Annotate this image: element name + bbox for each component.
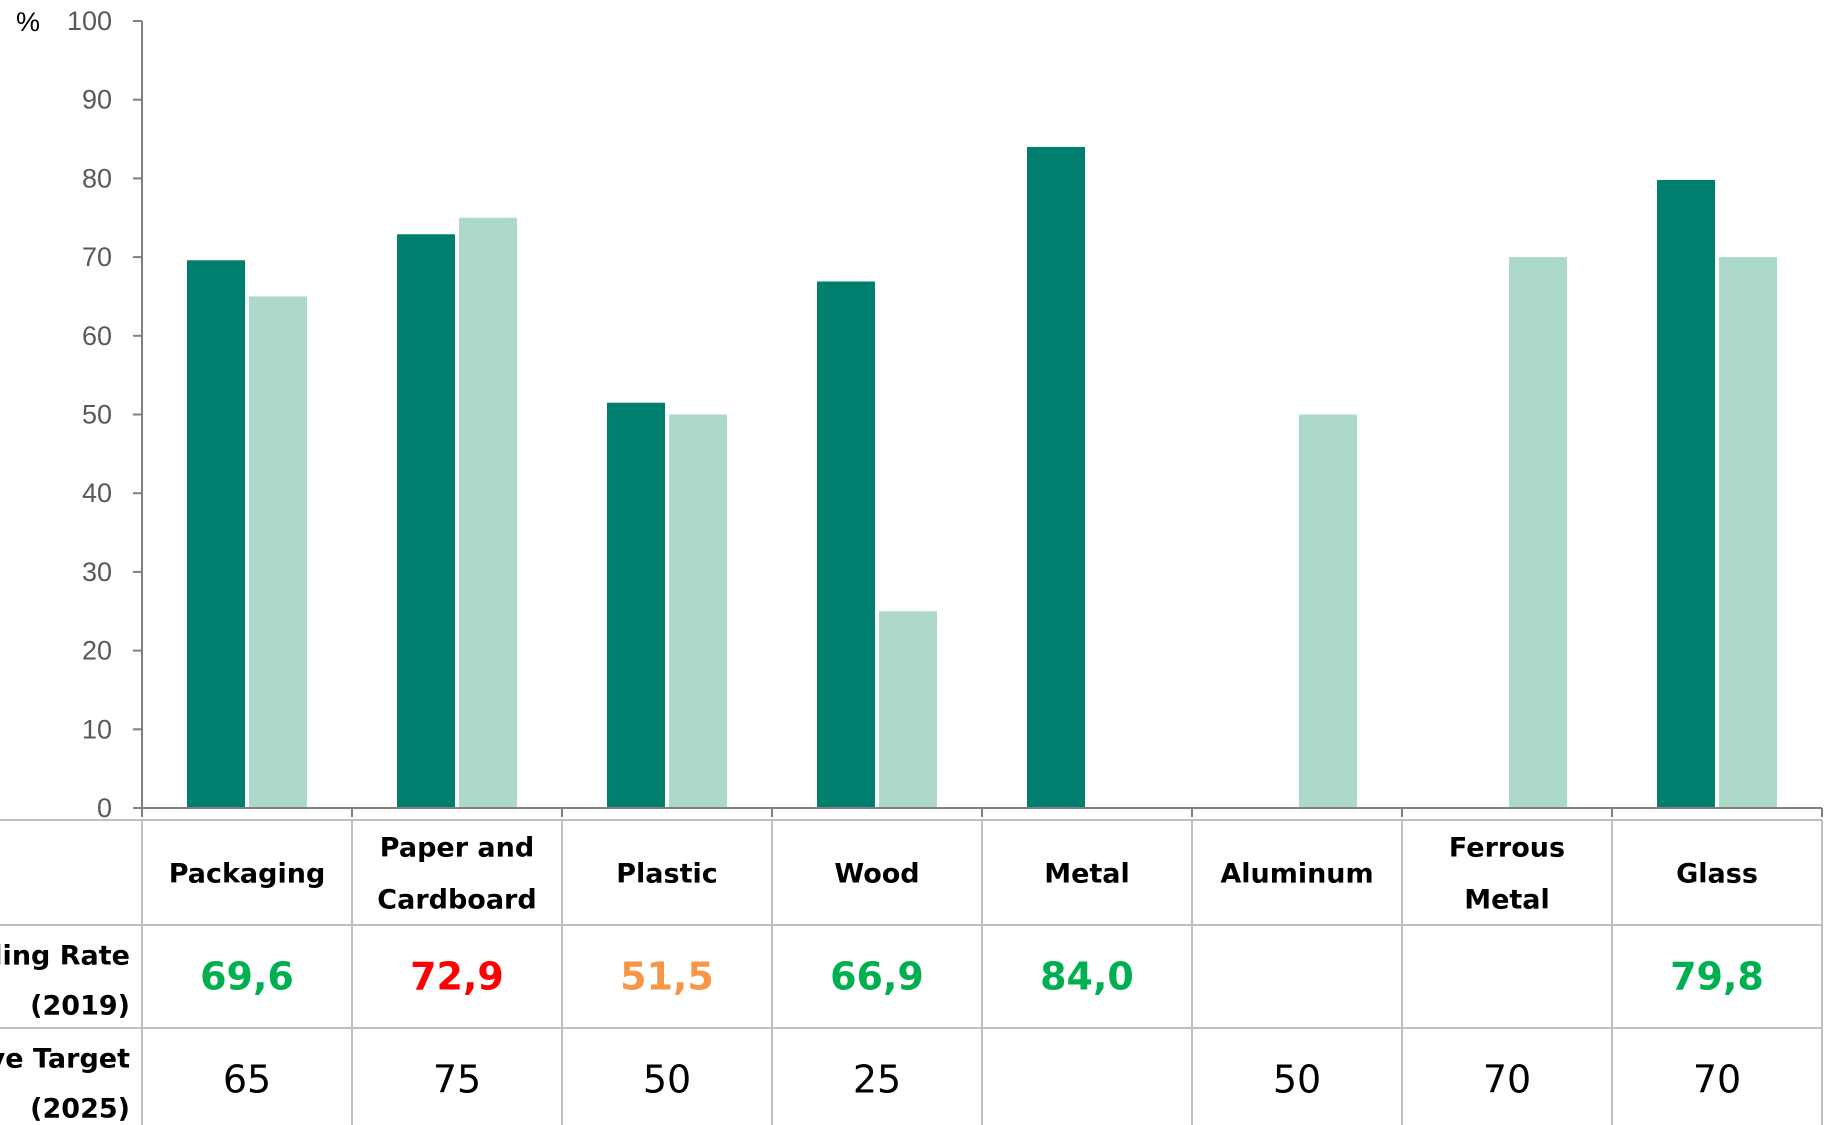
directive-target-value: 65 <box>223 1058 271 1102</box>
category-label: Plastic <box>616 859 718 890</box>
directive-target-value: 25 <box>853 1058 901 1102</box>
bar-directive-target <box>459 217 517 808</box>
y-tick-label: 70 <box>82 242 112 272</box>
y-tick-label: 50 <box>82 400 112 430</box>
y-tick-label: 60 <box>82 321 112 351</box>
category-label: Glass <box>1676 859 1758 890</box>
y-tick-label: 80 <box>82 163 112 193</box>
y-tick-label: 10 <box>82 714 112 744</box>
row-label-recycling-rate: Recycling Rate(2019) <box>0 941 130 1022</box>
recycling-rate-value: 51,5 <box>620 955 714 999</box>
y-tick-label: 100 <box>67 6 112 36</box>
directive-target-value: 70 <box>1693 1058 1741 1102</box>
category-label: Aluminum <box>1220 859 1373 890</box>
bar-recycling-rate <box>1027 146 1085 809</box>
directive-target-value: 50 <box>643 1058 691 1102</box>
bar-directive-target <box>1719 257 1777 809</box>
y-tick-label: 40 <box>82 478 112 508</box>
bar-recycling-rate <box>607 402 665 808</box>
y-tick-label: 30 <box>82 557 112 587</box>
row-label-directive-target: EU Directive Target(2025) <box>0 1044 130 1125</box>
category-label: Packaging <box>169 859 326 890</box>
recycling-rate-value: 66,9 <box>830 955 924 999</box>
directive-target-value: 70 <box>1483 1058 1531 1102</box>
recycling-rate-value: 69,6 <box>200 955 294 999</box>
y-axis: 0 10 20 30 40 50 60 70 80 90 100% <box>16 6 1823 823</box>
y-unit-label: % <box>16 7 40 37</box>
data-table: Packaging Paper and Cardboard Plastic Wood Me… <box>0 819 1823 1125</box>
bar-recycling-rate <box>397 234 455 809</box>
bar-directive-target <box>669 414 727 808</box>
bar-recycling-rate <box>817 281 875 808</box>
category-label: Metal <box>1044 859 1130 890</box>
recycling-rate-value: 84,0 <box>1040 955 1134 999</box>
bar-directive-target <box>879 611 937 808</box>
y-tick-label: 20 <box>82 636 112 666</box>
category-label: Wood <box>834 859 919 890</box>
bar-directive-target <box>1299 414 1357 808</box>
bar-directive-target <box>1509 257 1567 809</box>
bar-recycling-rate <box>187 260 245 808</box>
recycling-rate-value: 72,9 <box>410 955 504 999</box>
y-tick-label: 90 <box>82 85 112 115</box>
directive-target-value: 50 <box>1273 1058 1321 1102</box>
category-label: Ferrous Metal <box>1449 833 1565 916</box>
y-tick-label: 0 <box>97 793 112 823</box>
category-label: Paper and Cardboard <box>377 833 536 916</box>
bars-layer <box>187 146 1777 809</box>
directive-target-value: 75 <box>433 1058 481 1102</box>
recycling-rate-value: 79,8 <box>1670 955 1764 999</box>
bar-directive-target <box>249 296 307 808</box>
bar-recycling-rate <box>1657 179 1715 808</box>
